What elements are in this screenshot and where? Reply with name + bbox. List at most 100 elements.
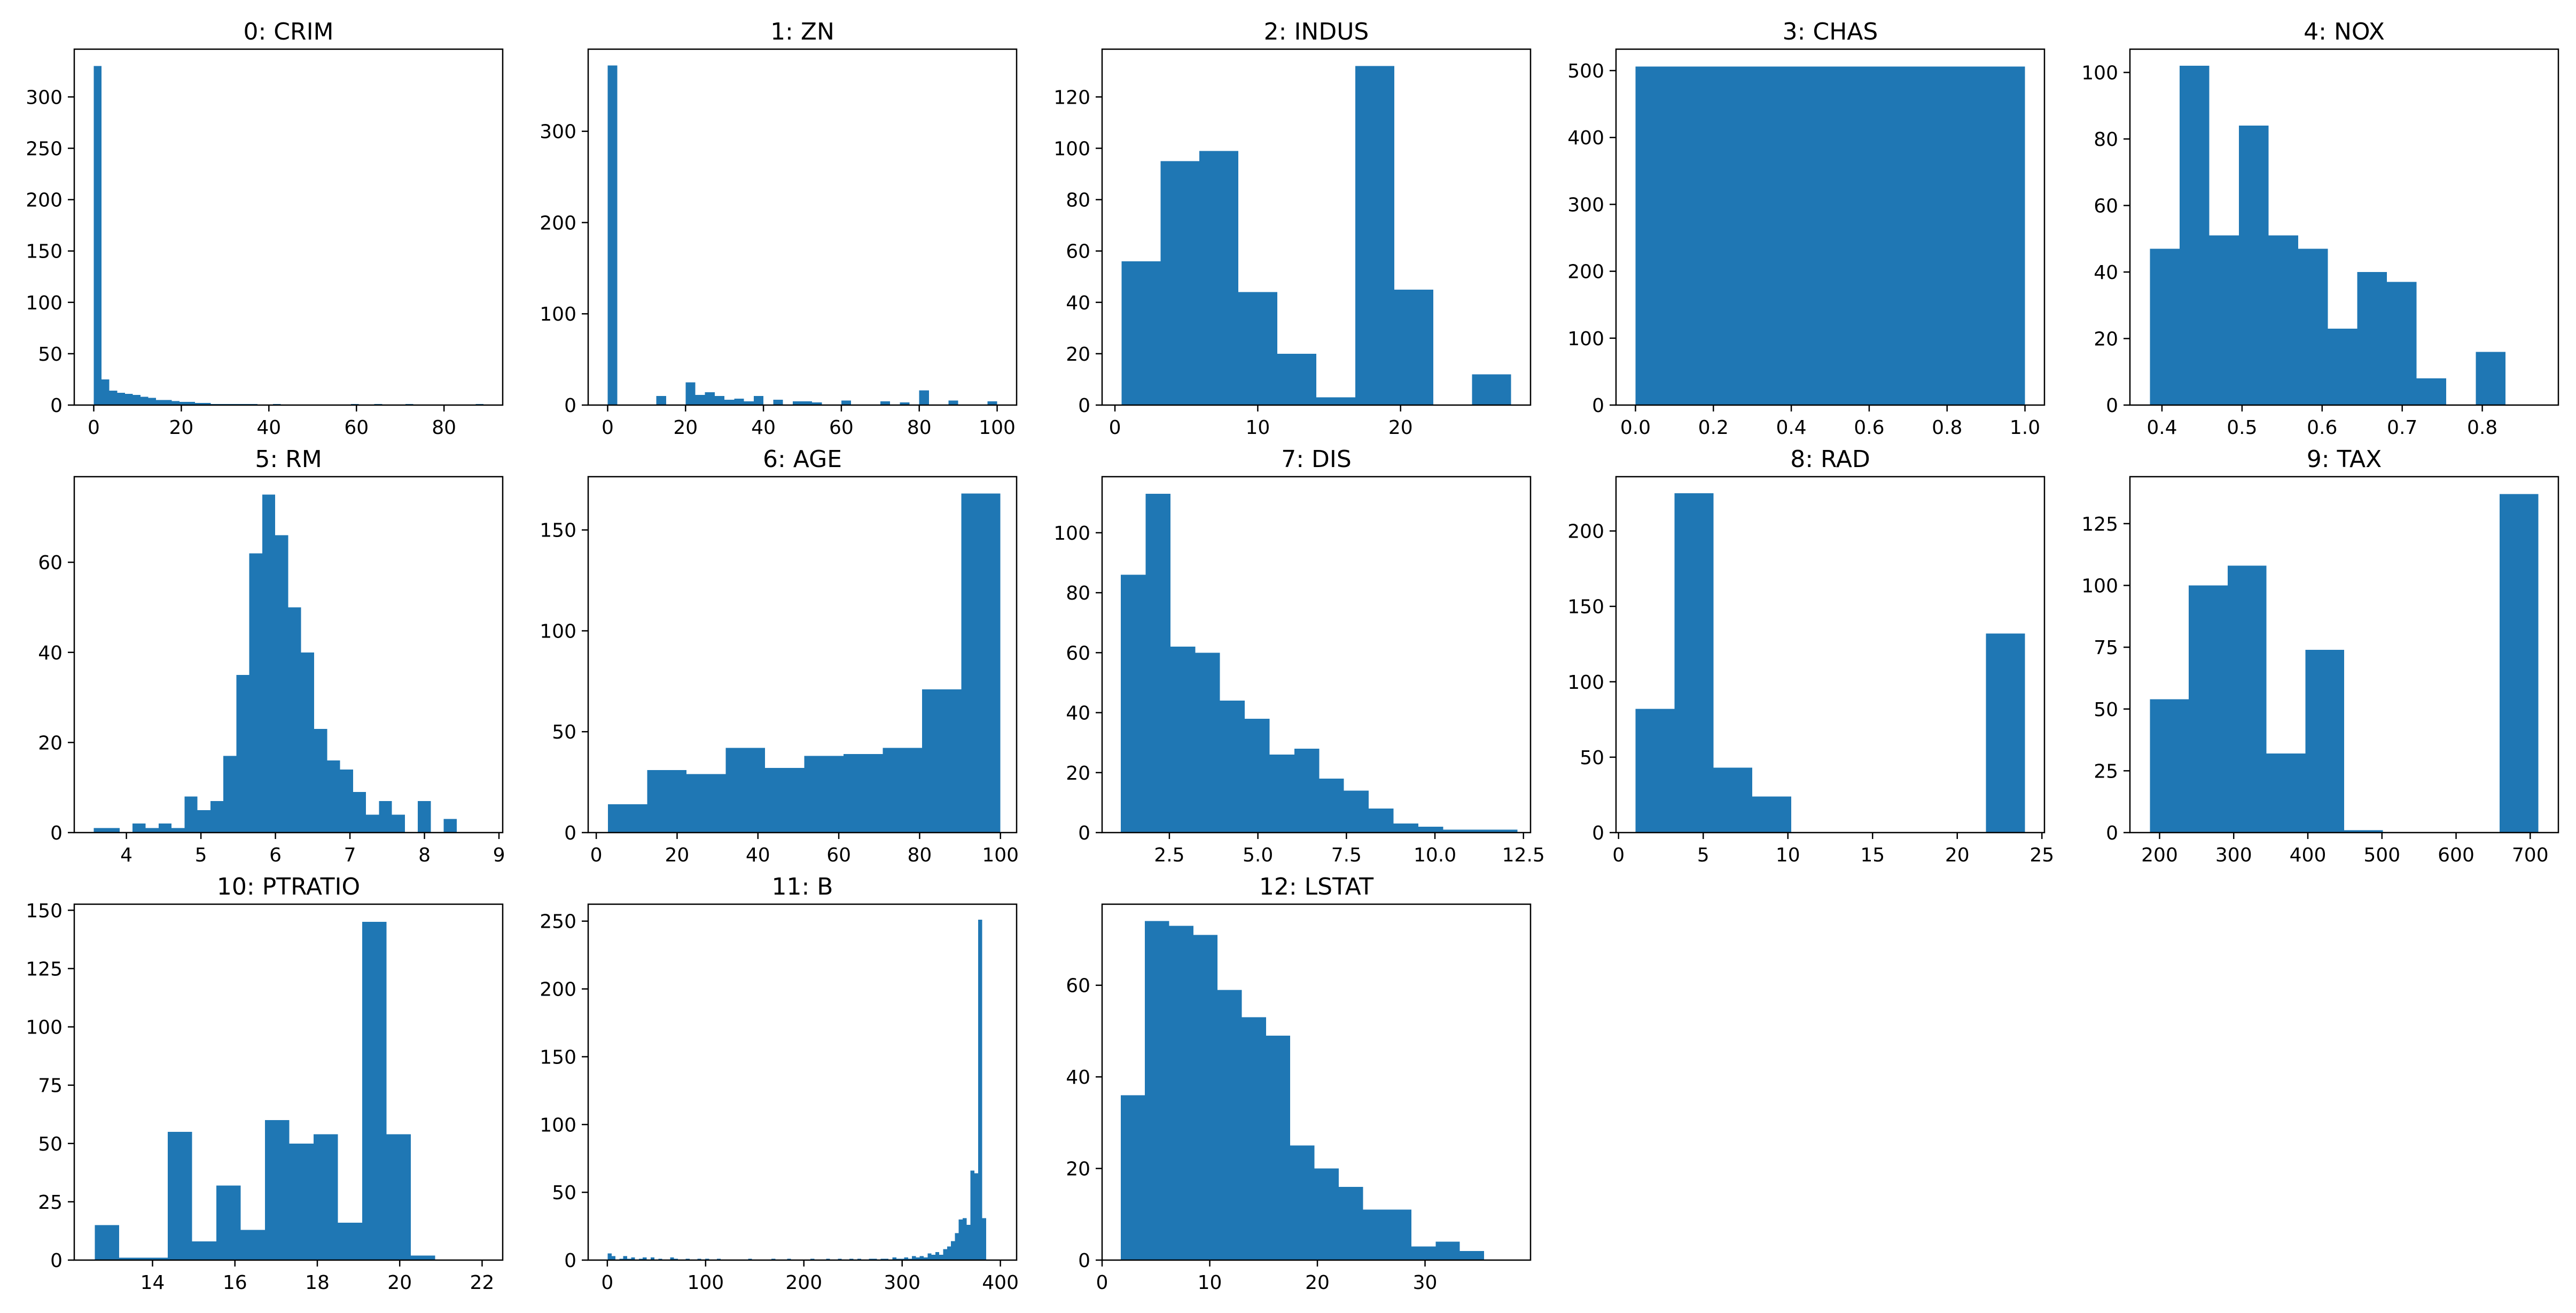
y-tick-label: 0 (1592, 395, 1604, 417)
histogram-bar (650, 1257, 655, 1260)
subplot-title: 11: B (772, 873, 833, 900)
x-tick-label: 20 (1388, 417, 1413, 439)
axes-frame (73, 48, 504, 406)
x-tick-label: 5.0 (1243, 844, 1273, 866)
bars (607, 920, 986, 1260)
histogram-bar (873, 1258, 877, 1260)
histogram-bar (658, 1258, 662, 1260)
histogram-bar (340, 769, 353, 833)
y-tick-label: 100 (540, 304, 576, 325)
histogram-bar (1411, 1246, 1436, 1260)
x-tick-label: 0.8 (2467, 417, 2497, 439)
x-tick-label: 100 (979, 417, 1016, 439)
x-tick-label: 25 (2029, 844, 2054, 866)
x-tick-label: 0.4 (2146, 417, 2177, 439)
histogram-bar (93, 828, 107, 833)
histogram-bar (1752, 796, 1792, 833)
histogram-bar (1344, 790, 1369, 833)
histogram-bar (353, 792, 366, 833)
histogram-bar (197, 810, 210, 833)
y-tick-label: 50 (552, 1182, 576, 1204)
histogram-bar (314, 729, 327, 833)
histogram-bar (1319, 779, 1344, 833)
x-tick-label: 400 (982, 1272, 1019, 1294)
x-tick-label: 20 (169, 417, 193, 439)
histogram-bar (143, 1257, 168, 1260)
histogram-bar (145, 828, 159, 833)
histogram-bar (697, 1258, 701, 1260)
axes-frame (2129, 48, 2559, 406)
histogram-bar (939, 1254, 943, 1260)
histogram-bar (963, 1218, 967, 1260)
histogram-bar (787, 1258, 791, 1260)
x-tick-label: 0.4 (1776, 417, 1806, 439)
histogram-bar (955, 1233, 959, 1260)
y-tick-label: 150 (26, 900, 63, 922)
x-tick-label: 0.2 (1698, 417, 1729, 439)
histogram-bar (1986, 633, 2025, 833)
subplot-1: 1: ZN 0 20 40 60 80 100 0 100 200 300 (540, 18, 1018, 439)
histogram-bar (1245, 718, 1270, 833)
histogram-bar (935, 1252, 940, 1260)
y-tick-label: 40 (1066, 1067, 1090, 1089)
histogram-bar (904, 1257, 908, 1260)
y-tick-label: 500 (1567, 60, 1604, 82)
histogram-bar (1294, 748, 1320, 833)
x-tick-label: 0 (88, 417, 100, 439)
histogram-bar (607, 1253, 612, 1260)
y-tick-label: 0 (564, 1250, 576, 1272)
histogram-bar (95, 1225, 120, 1260)
histogram-bar (841, 400, 852, 405)
histogram-bar (880, 401, 891, 405)
histogram-bar (812, 402, 822, 405)
histogram-bar (943, 1249, 947, 1260)
histogram-bar (418, 801, 431, 833)
histogram-bar (338, 1223, 363, 1260)
y-tick-label: 60 (1066, 241, 1090, 263)
histogram-bar (93, 66, 102, 405)
histogram-bar (2305, 649, 2344, 833)
axes-frame (1101, 48, 1532, 406)
subplot-title: 4: NOX (2304, 18, 2385, 45)
y-tick-label: 120 (1053, 87, 1090, 108)
x-tick-label: 30 (1413, 1272, 1438, 1294)
y-tick-label: 60 (38, 552, 63, 574)
histogram-bar (1369, 809, 1394, 833)
histogram-bar (880, 1258, 885, 1260)
subplot-title: 10: PTRATIO (217, 873, 360, 900)
x-tick-label: 20 (1305, 1272, 1330, 1294)
histogram-bar (1269, 755, 1294, 833)
y-tick-label: 0 (50, 822, 63, 844)
histogram-bar (314, 1134, 338, 1260)
histogram-bar (883, 748, 922, 833)
histogram-bar (275, 535, 288, 833)
x-tick-label: 0.6 (2307, 417, 2337, 439)
y-tick-label: 100 (26, 1017, 63, 1039)
histogram-bar (132, 823, 146, 833)
histogram-bar (184, 796, 198, 833)
histogram-bar (900, 1258, 904, 1260)
histogram-bar (1220, 701, 1245, 833)
histogram-bar (265, 1120, 290, 1260)
x-tick-label: 40 (751, 417, 776, 439)
histogram-bar (619, 1258, 623, 1260)
x-tick-label: 7.5 (1331, 844, 1362, 866)
y-tick-label: 60 (1066, 975, 1090, 997)
y-tick-label: 75 (2094, 637, 2118, 659)
histogram-bar (884, 1258, 889, 1260)
y-tick-label: 150 (1567, 596, 1604, 618)
histogram-bar (974, 1173, 979, 1260)
histogram-bar (171, 828, 185, 833)
y-tick-label: 25 (2094, 760, 2118, 782)
histogram-bar (262, 494, 276, 833)
bars (1121, 66, 1511, 405)
y-tick-label: 100 (26, 292, 63, 314)
y-tick-label: 20 (1066, 1159, 1090, 1180)
axes-frame (1615, 48, 2046, 406)
histogram-bar (810, 1258, 815, 1260)
y-tick-label: 0 (50, 1250, 63, 1272)
x-tick-label: 300 (884, 1272, 920, 1294)
histogram-bar (685, 1258, 690, 1260)
x-tick-label: 60 (826, 844, 851, 866)
histogram-bar (978, 920, 982, 1260)
